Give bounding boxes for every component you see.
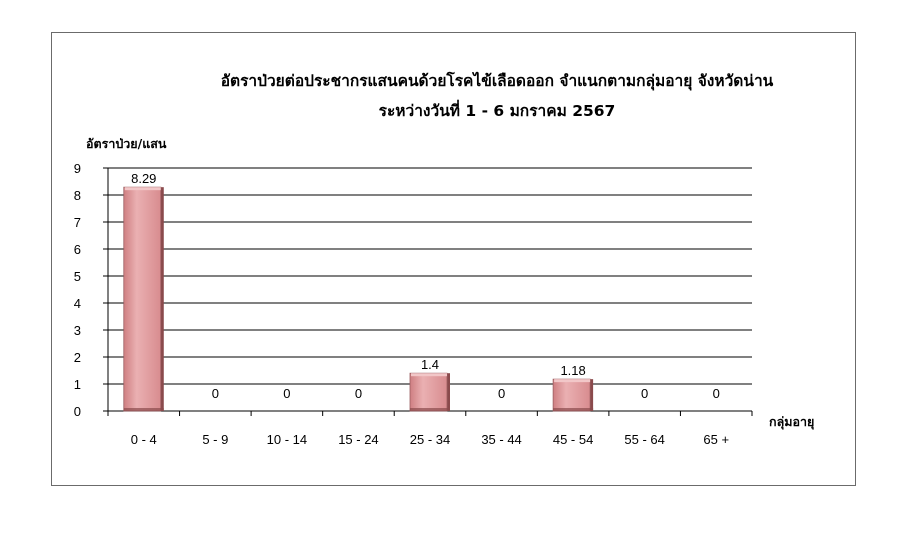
data-label: 0 xyxy=(355,386,362,401)
bar-top xyxy=(411,373,447,377)
y-tick-label: 1 xyxy=(74,377,81,392)
chart-title-line-1: อัตราป่วยต่อประชากรแสนคนด้วยโรคไข้เลือดอ… xyxy=(221,71,774,91)
bar xyxy=(409,372,448,412)
bar-side xyxy=(160,187,164,411)
bar xyxy=(123,186,162,412)
data-label: 1.4 xyxy=(421,357,439,372)
data-label: 8.29 xyxy=(131,171,156,186)
data-label: 0 xyxy=(283,386,290,401)
x-tick-label: 55 - 64 xyxy=(624,432,664,447)
y-tick-label: 5 xyxy=(74,269,81,284)
data-label: 0 xyxy=(641,386,648,401)
data-label: 0 xyxy=(212,386,219,401)
x-tick-label: 65 + xyxy=(703,432,729,447)
bars xyxy=(123,186,594,412)
chart-frame: อัตราป่วยต่อประชากรแสนคนด้วยโรคไข้เลือดอ… xyxy=(51,32,856,486)
x-tick-label: 45 - 54 xyxy=(553,432,593,447)
bar-top xyxy=(124,187,161,191)
bar-bottom xyxy=(410,408,450,411)
y-tick-label: 0 xyxy=(74,404,81,419)
data-label: 0 xyxy=(498,386,505,401)
gridlines xyxy=(108,167,752,385)
y-tick-label: 2 xyxy=(74,350,81,365)
labels: 0 1 2 3 4 5 6 7 8 9 8.29 0 - 4 0 5 - 9 0 10 - 14 0 15 - 2… xyxy=(74,161,729,447)
x-tick-label: 35 - 44 xyxy=(481,432,521,447)
bar-side xyxy=(447,373,450,411)
x-tick-label: 0 - 4 xyxy=(131,432,157,447)
x-tick-label: 25 - 34 xyxy=(410,432,450,447)
bar-top xyxy=(554,379,591,383)
x-tick-label: 10 - 14 xyxy=(267,432,307,447)
y-tick-label: 9 xyxy=(74,161,81,176)
data-label: 0 xyxy=(713,386,720,401)
y-tick-label: 6 xyxy=(74,242,81,257)
y-tick-label: 3 xyxy=(74,323,81,338)
x-tick-label: 5 - 9 xyxy=(202,432,228,447)
x-axis-title: กลุ่มอายุ xyxy=(769,414,814,430)
y-tick-label: 4 xyxy=(74,296,81,311)
bar-chart: อัตราป่วยต่อประชากรแสนคนด้วยโรคไข้เลือดอ… xyxy=(74,71,815,447)
y-tick-label: 7 xyxy=(74,215,81,230)
bar xyxy=(552,378,591,412)
y-tick-label: 8 xyxy=(74,188,81,203)
chart-title-line-2: ระหว่างวันที่ 1 - 6 มกราคม 2567 xyxy=(379,99,616,120)
y-axis-title: อัตราป่วย/แสน xyxy=(86,136,167,151)
bar-bottom xyxy=(553,408,594,411)
x-tick-label: 15 - 24 xyxy=(338,432,378,447)
bar-bottom xyxy=(123,408,164,411)
bar-side xyxy=(590,379,594,411)
data-label: 1.18 xyxy=(560,363,585,378)
